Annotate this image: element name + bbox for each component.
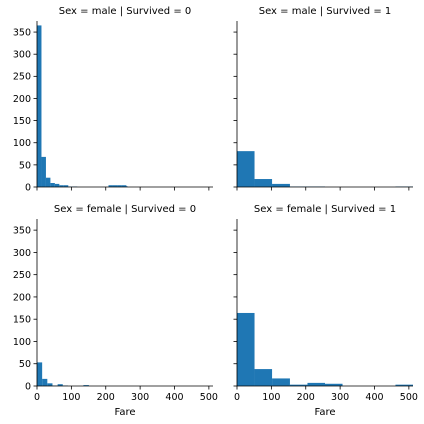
y-tick-label: 100	[13, 337, 31, 348]
y-tick-label: 50	[19, 359, 31, 370]
histogram-bar	[41, 156, 46, 187]
y-tick-label: 300	[13, 248, 31, 259]
x-tick-label: 100	[262, 392, 280, 403]
x-tick-label: 0	[234, 392, 240, 403]
histogram-bar	[112, 185, 118, 187]
histogram-bar	[42, 378, 48, 386]
y-tick-label: 50	[19, 160, 31, 171]
panel-female-died: 0 50 100 150 200 250 300 350 0 100 200 300 400 500 Sex…	[13, 204, 218, 418]
histogram-bar	[237, 151, 255, 187]
panel-title: Sex = male | Survived = 1	[259, 6, 392, 17]
y-tick-label: 150	[13, 315, 31, 326]
histogram-bar	[325, 383, 343, 386]
x-tick-label: 500	[200, 392, 218, 403]
histogram-bar	[117, 185, 122, 187]
y-tick-label: 300	[13, 50, 31, 61]
panel-title: Sex = female | Survived = 0	[54, 204, 196, 215]
x-tick-label: 500	[400, 392, 418, 403]
x-tick-label: 100	[62, 392, 80, 403]
x-tick-label: 0	[34, 392, 40, 403]
histogram-bar	[254, 179, 273, 187]
x-axis-label: Fare	[314, 407, 335, 418]
x-tick-label: 400	[165, 392, 183, 403]
histogram-bar	[307, 382, 325, 386]
y-tick-label: 150	[13, 116, 31, 127]
histogram-bar	[50, 183, 55, 187]
histogram-bar	[108, 185, 113, 187]
x-axis-label: Fare	[114, 407, 135, 418]
x-tick-label: 200	[297, 392, 315, 403]
histogram-bar	[83, 385, 89, 386]
histogram-bar	[395, 384, 413, 386]
histogram-bar	[63, 185, 69, 187]
histogram-bar	[57, 384, 63, 386]
histogram-bar	[272, 378, 290, 386]
histogram-bar	[237, 312, 255, 386]
y-tick-label: 350	[13, 226, 31, 237]
panel-title: Sex = male | Survived = 0	[59, 6, 192, 17]
y-tick-label: 250	[13, 270, 31, 281]
panel-male-died: 0 50 100 150 200 250 300 350 Sex = male | Surviv…	[13, 6, 213, 193]
y-tick-label: 100	[13, 138, 31, 149]
histogram-bar	[45, 177, 51, 187]
y-tick-label: 0	[25, 182, 31, 193]
histogram-bar	[54, 183, 60, 187]
histogram-bar	[37, 25, 42, 187]
y-tick-label: 200	[13, 292, 31, 303]
histogram-bar	[272, 183, 290, 187]
histogram-bar	[126, 186, 128, 187]
y-tick-label: 0	[25, 381, 31, 392]
histogram-bar	[121, 185, 127, 187]
y-tick-label: 250	[13, 72, 31, 83]
y-tick-label: 350	[13, 27, 31, 38]
histogram-bar	[37, 362, 43, 386]
x-tick-label: 300	[331, 392, 349, 403]
x-tick-label: 200	[97, 392, 115, 403]
panel-title: Sex = female | Survived = 1	[254, 204, 396, 215]
histogram-bar	[47, 383, 53, 386]
panel-male-survived: Sex = male | Survived = 1	[233, 6, 413, 191]
histogram-bar	[254, 369, 273, 386]
y-tick-label: 200	[13, 94, 31, 105]
histogram-bar	[59, 185, 64, 187]
panel-female-survived: 0 100 200 300 400 500 Sex = female | Survived …	[233, 204, 418, 418]
x-tick-label: 400	[365, 392, 383, 403]
histogram-bar	[289, 384, 308, 386]
x-tick-label: 300	[131, 392, 149, 403]
